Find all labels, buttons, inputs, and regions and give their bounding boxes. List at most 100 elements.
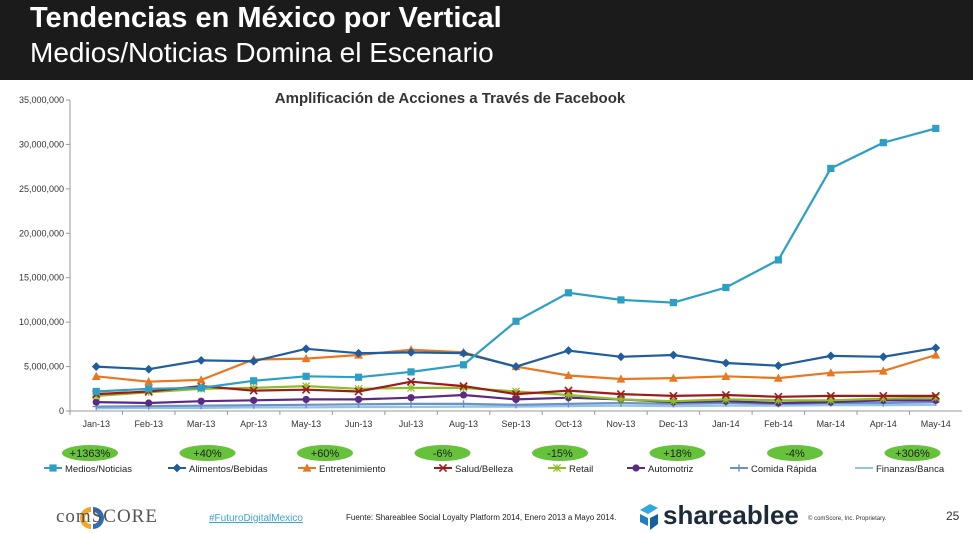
growth-badge [532,445,588,461]
data-point-medios-noticias [302,372,310,380]
x-tick-label: Jun-13 [345,419,373,429]
data-point-entretenimiento [931,350,941,359]
source-note: Fuente: Shareablee Social Loyalty Platfo… [346,513,617,522]
growth-badge-label: +18% [663,448,692,460]
growth-badge [297,445,353,461]
comscore-logo-icon [80,507,104,529]
growth-badge-label: +1363% [70,448,111,460]
data-point-medios-noticias [407,368,415,376]
y-tick-label: 10,000,000 [19,317,64,327]
y-tick-label: 15,000,000 [19,273,64,283]
data-point-salud-belleza [459,381,468,391]
x-tick-label: Apr-13 [240,419,267,429]
growth-badge [414,445,471,461]
x-tick-label: May-13 [291,419,321,429]
x-tick-label: Mar-13 [187,419,216,429]
growth-badge [62,445,118,461]
x-tick-label: Oct-13 [555,419,582,429]
y-tick-label: 30,000,000 [19,139,64,149]
growth-badge-label: -4% [785,448,805,460]
data-point-alimentos-bebidas [354,348,363,358]
title-bar: Tendencias en México por Vertical Medios… [0,0,973,80]
growth-badge-label: -6% [433,448,453,460]
data-point-comida-r-pida [407,400,415,408]
x-tick-label: Feb-14 [764,419,793,429]
data-point-alimentos-bebidas [773,361,783,371]
comscore-brand: comSCORE [56,506,158,527]
x-tick-label: May-14 [921,419,951,429]
data-point-medios-noticias [564,289,573,297]
data-point-automotriz [459,391,468,399]
data-point-entretenimiento [196,375,206,384]
data-point-retail [616,395,625,404]
legend-label-salud-belleza: Salud/Belleza [455,464,514,475]
data-point-retail [669,397,678,406]
data-point-medios-noticias [354,373,363,381]
growth-badge-label: +60% [311,448,340,460]
y-tick-label: 25,000,000 [19,184,64,194]
data-point-alimentos-bebidas [459,348,468,358]
growth-badge [884,445,941,461]
data-point-medios-noticias [145,385,153,393]
chart-title: Amplificación de Acciones a Través de Fa… [275,90,626,107]
growth-badge-label: +306% [895,448,930,460]
data-point-alimentos-bebidas [931,343,941,353]
data-point-medios-noticias [774,256,782,264]
data-point-comida-r-pida [564,400,573,408]
data-point-medios-noticias [250,377,258,385]
data-point-salud-belleza [249,386,258,395]
data-point-alimentos-bebidas [249,356,259,366]
growth-badge [179,445,236,461]
data-point-medios-noticias [512,317,520,325]
data-point-salud-belleza [354,387,363,396]
data-point-alimentos-bebidas [669,350,678,360]
data-point-alimentos-bebidas [406,347,416,357]
data-point-entretenimiento [669,373,678,382]
data-point-salud-belleza [826,391,835,401]
data-point-salud-belleza [774,392,783,401]
data-point-automotriz [407,394,415,402]
data-point-retail [826,396,835,405]
data-point-salud-belleza [669,391,678,401]
data-point-alimentos-bebidas [511,362,521,371]
legend-marker-entretenimiento [302,463,312,472]
hashtag-link[interactable]: #FuturoDigitalMexico [209,513,303,524]
data-point-salud-belleza [301,385,311,394]
data-point-alimentos-bebidas [564,346,573,355]
data-point-automotriz [250,396,258,404]
data-point-automotriz [302,395,310,404]
data-point-salud-belleza [511,389,521,399]
growth-badge [767,445,823,461]
data-point-medios-noticias [617,296,625,304]
data-point-automotriz [512,395,520,404]
x-tick-label: Dec-13 [659,419,688,429]
x-tick-label: Nov-13 [606,419,635,429]
data-point-retail [302,382,311,391]
page-subtitle: Medios/Noticias Domina el Escenario [30,37,494,68]
data-point-retail [564,390,573,400]
x-tick-label: Apr-14 [870,419,897,429]
data-point-entretenimiento [91,371,101,380]
data-point-entretenimiento [773,373,783,382]
data-point-comida-r-pida [459,400,468,408]
data-point-salud-belleza [931,391,940,401]
data-point-entretenimiento [564,370,573,380]
legend-marker-automotriz [632,464,640,472]
data-point-medios-noticias [722,283,730,292]
data-point-automotriz [354,395,363,404]
legend-label-medios-noticias: Medios/Noticias [65,464,132,475]
x-tick-label: Sep-13 [501,419,530,429]
data-point-retail [931,393,940,402]
x-tick-label: Jan-14 [712,419,740,429]
y-tick-label: 0 [59,406,64,416]
data-point-entretenimiento [878,366,888,375]
data-point-retail [249,383,258,392]
page-number: 25 [946,509,960,523]
data-point-retail [407,383,416,392]
legend-label-comida-r-pida: Comida Rápida [751,464,817,475]
data-point-salud-belleza [616,389,626,399]
data-point-entretenimiento [826,368,836,377]
data-point-medios-noticias [92,387,100,396]
shareablee-brand: shareablee [663,500,799,530]
growth-badge [649,445,706,461]
